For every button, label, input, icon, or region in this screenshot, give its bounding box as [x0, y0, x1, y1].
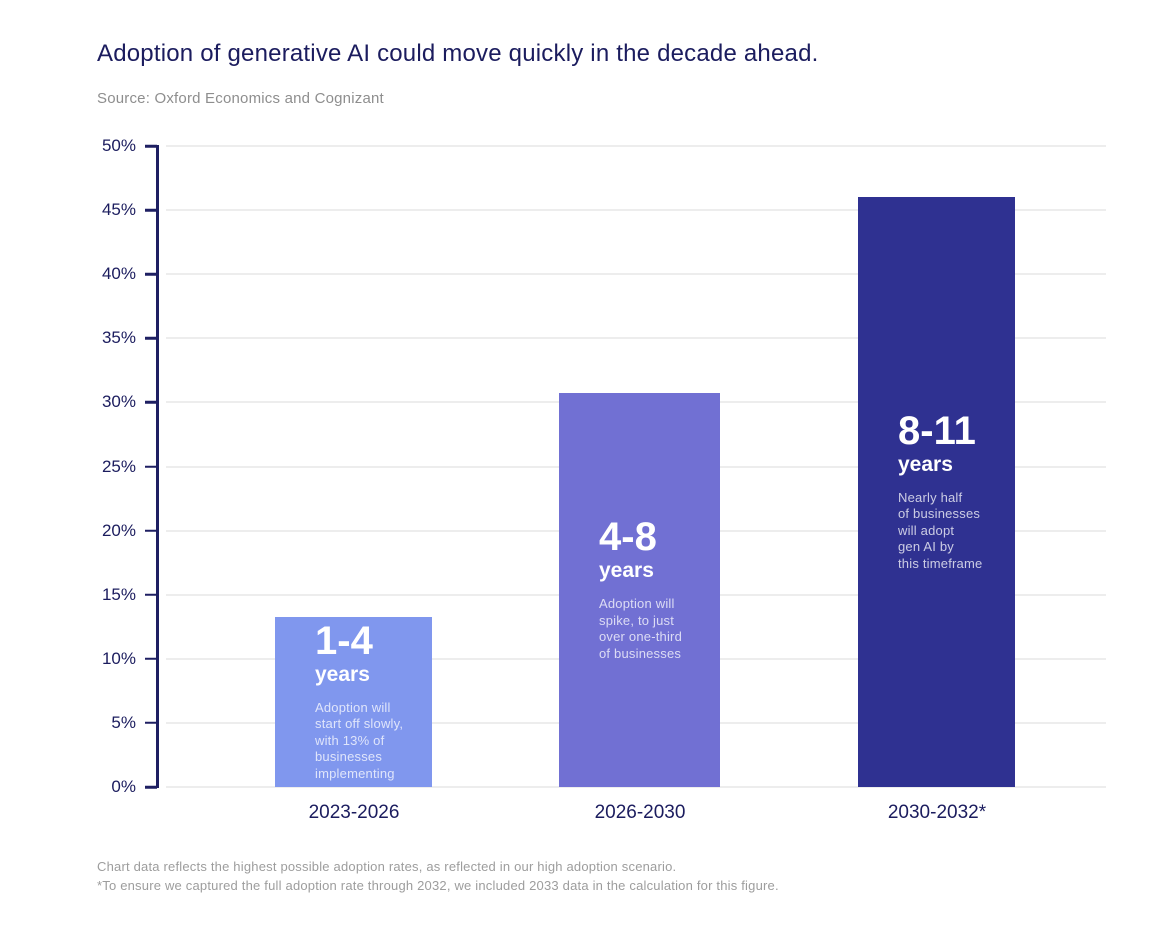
- gridline: [166, 209, 1106, 212]
- y-axis-tick: [145, 785, 157, 789]
- plot-area: 50% 45% 40% 35% 30% 25% 20% 15% 10% 5% 0…: [102, 136, 1106, 823]
- gridline: [166, 145, 1106, 147]
- y-tick-label: 45%: [101, 200, 136, 220]
- bar-2030-2032: 8-11 years Nearly half of businesses wil…: [858, 197, 1015, 787]
- y-axis-tick: [145, 144, 157, 148]
- x-tick-label: 2023-2026: [308, 802, 400, 823]
- bar-headline-sub: years: [898, 452, 953, 476]
- bar-headline-sub: years: [599, 559, 654, 583]
- y-tick-label: 35%: [101, 328, 136, 348]
- footnote-line-2: *To ensure we captured the full adoption…: [97, 877, 779, 893]
- y-tick-label: 40%: [101, 264, 136, 284]
- y-tick-label: 25%: [101, 456, 136, 476]
- bar-headline-sub: years: [315, 662, 370, 686]
- y-axis-tick: [145, 465, 157, 468]
- y-axis-tick: [145, 721, 157, 725]
- y-tick-label: 50%: [101, 136, 136, 155]
- y-axis-tick: [145, 208, 157, 212]
- bar-description: Adoption will spike, to just over one-th…: [599, 596, 683, 661]
- bar-headline: 1-4: [315, 618, 373, 663]
- y-tick-label: 15%: [101, 584, 136, 604]
- bar-2026-2030: 4-8 years Adoption will spike, to just o…: [559, 393, 720, 787]
- gridline: [166, 273, 1106, 276]
- footnote-line-1: Chart data reflects the highest possible…: [97, 859, 677, 874]
- bar-headline: 4-8: [599, 515, 657, 560]
- bar-description: Nearly half of businesses will adopt gen…: [898, 489, 983, 571]
- y-axis-tick: [145, 401, 157, 404]
- bar-headline: 8-11: [898, 408, 976, 453]
- bar-description: Adoption will start off slowly, with 13%…: [315, 699, 404, 781]
- y-axis-tick: [145, 529, 157, 532]
- y-tick-label: 5%: [111, 712, 136, 732]
- y-tick-label: 30%: [101, 392, 136, 412]
- y-tick-label: 0%: [111, 777, 136, 796]
- y-tick-label: 10%: [101, 648, 136, 668]
- x-tick-label: 2026-2030: [594, 802, 686, 823]
- chart-footnotes: Chart data reflects the highest possible…: [97, 858, 779, 896]
- x-tick-label: 2030-2032*: [887, 802, 987, 823]
- y-axis-tick: [145, 657, 157, 661]
- y-tick-label: 20%: [101, 520, 136, 540]
- y-axis-tick: [145, 272, 157, 276]
- chart-title: Adoption of generative AI could move qui…: [97, 40, 819, 67]
- chart-source: Source: Oxford Economics and Cognizant: [97, 90, 384, 107]
- y-axis-tick: [145, 593, 157, 596]
- bar-2023-2026: 1-4 years Adoption will start off slowly…: [275, 616, 432, 787]
- y-axis-tick: [145, 337, 157, 340]
- gridline: [166, 337, 1106, 340]
- y-axis-line: [156, 145, 159, 788]
- gridline: [166, 786, 1106, 788]
